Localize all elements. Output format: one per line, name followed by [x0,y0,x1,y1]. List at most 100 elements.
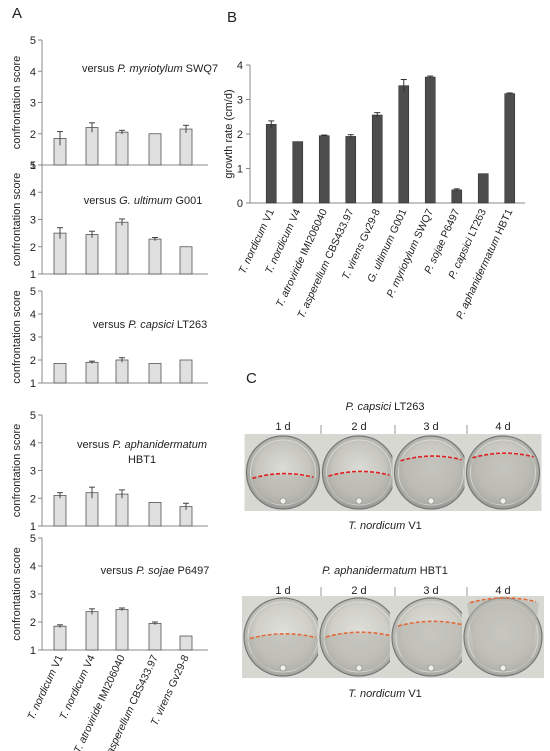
confrontation-chart-5: 1 2 3 4 5 confrontation score versus P. sojae … [11,533,209,657]
confrontation-chart-1: 1 2 3 4 5 confrontation score versus P. myriot… [11,35,218,172]
confrontation-chart-4: 1 2 3 4 5 confrontation score versus P. aphani… [11,410,208,533]
inoculation-plug [355,664,363,672]
y-tick-label: 5 [30,160,36,172]
colony-area [469,453,537,505]
y-tick-label: 5 [30,533,36,545]
y-tick-label: 5 [30,286,36,298]
category-label: T. asperellum CBS433.97 [99,653,160,751]
day-label: 1 d [275,585,290,597]
bar [179,359,193,384]
bar [115,609,129,651]
growth-front-line [469,597,537,604]
bar [179,635,193,651]
chart-title: versus G. ultimum G001 [84,195,203,207]
chart-title: versus P. aphanidermatum [77,439,207,451]
y-tick-label: 2 [30,242,36,254]
bar [451,189,463,204]
y-tick-label: 3 [30,589,36,601]
y-tick-label: 5 [30,410,36,422]
day-label: 2 d [351,421,366,433]
inoculation-plug [279,497,287,505]
confrontation-chart-2: 1 2 3 4 5 confrontation score versus G. ultimu… [11,160,208,281]
plate-group-title: P. capsici LT263 [345,401,424,413]
chart-title: versus P. myriotylum SWQ7 [82,63,218,75]
bar [345,136,357,204]
bar [53,363,67,384]
bar [85,361,99,384]
y-axis-title: growth rate (cm/d) [223,89,235,178]
bar [53,495,67,527]
y-tick-label: 5 [30,35,36,47]
y-tick-label: 1 [30,378,36,390]
day-label: 2 d [351,585,366,597]
colony-area [397,456,465,505]
y-tick-label: 1 [30,269,36,281]
day-label: 3 d [423,585,438,597]
colony-area [249,474,317,505]
panel-letter-c: C [246,370,257,387]
panel-a: 1 2 3 4 5 confrontation score versus P. myriot… [11,35,218,657]
growth-front-line [400,455,462,462]
panel-c-plate-images: P. capsici LT263 1 d 2 d 3 d 4 d T. nordicum … [242,401,544,700]
bar [424,76,436,204]
plate-group-1: P. capsici LT263 1 d 2 d 3 d 4 d T. nordicum … [244,401,542,532]
y-tick-label: 1 [237,164,243,176]
panel-a-category-labels: T. nordicum V1T. nordicum V4T. atrovirid… [25,653,192,751]
bar [179,246,193,275]
inoculation-plug [499,497,507,505]
panel-letter-a: A [12,5,22,22]
bar [148,363,162,384]
dish-rim [398,439,464,506]
inoculation-plug [355,497,363,505]
day-label: 4 d [495,421,510,433]
chart-title-line2: HBT1 [128,454,156,466]
growth-front-line [325,631,393,638]
bar [292,141,304,204]
dish-rim [326,439,392,506]
growth-front-line [397,620,465,627]
bar [85,234,99,275]
y-tick-label: 4 [30,66,36,78]
y-tick-label: 1 [30,645,36,657]
y-tick-label: 2 [30,493,36,505]
bar [318,135,330,204]
bar [148,502,162,527]
growth-front-line [472,452,534,459]
inoculation-plug [427,664,435,672]
bar [504,93,516,204]
y-tick-label: 3 [30,332,36,344]
y-tick-label: 4 [30,309,36,321]
growth-front-line [249,633,317,640]
plate-group-2: P. aphanidermatum HBT1 1 d 2 d 3 d 4 d T. nor… [242,565,544,700]
bar [179,128,193,166]
y-tick-label: 3 [30,215,36,227]
growth-front-line [328,470,390,477]
plate-group-title: P. aphanidermatum HBT1 [322,565,448,577]
y-tick-label: 2 [30,129,36,141]
dish-rim [470,439,536,506]
y-axis-title: confrontation score [11,173,23,267]
y-tick-label: 4 [30,438,36,450]
y-tick-label: 4 [30,187,36,199]
bar [477,173,489,204]
y-tick-label: 1 [30,160,36,172]
colony-area [247,634,319,672]
chart-title: versus P. sojae P6497 [101,565,210,577]
growth-front-line [252,472,314,480]
bar [148,623,162,651]
panel-letter-b: B [227,9,237,26]
bar [398,85,410,204]
y-tick-label: 2 [237,129,243,141]
y-axis-title: confrontation score [11,290,23,384]
y-tick-label: 2 [30,355,36,367]
bar [265,124,277,204]
colony-area [323,633,395,672]
confrontation-chart-3: 1 2 3 4 5 confrontation score versus P. capsic… [11,286,208,390]
colony-area [325,472,393,505]
y-tick-label: 3 [30,466,36,478]
day-label: 3 d [423,421,438,433]
bar [115,221,129,275]
y-tick-label: 4 [237,60,243,72]
